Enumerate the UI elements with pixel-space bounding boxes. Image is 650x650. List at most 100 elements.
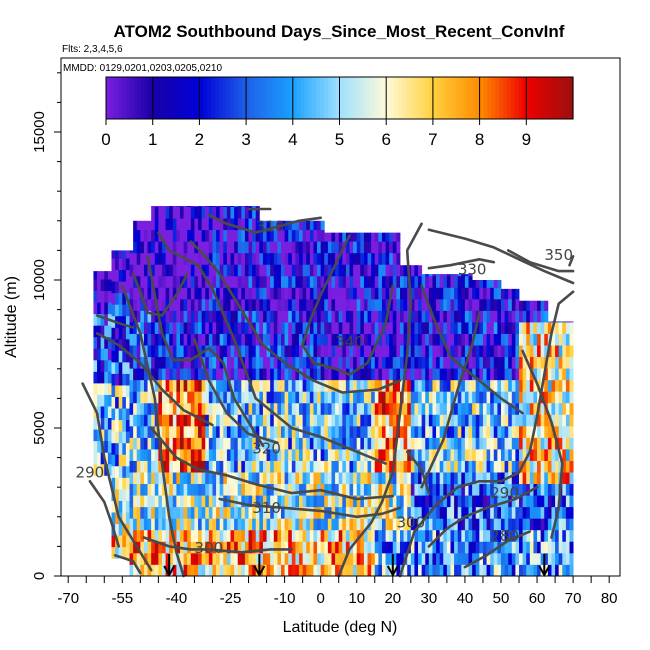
heatmap-cell: [439, 472, 444, 485]
heatmap-cell: [555, 518, 560, 531]
heatmap-cell: [335, 449, 340, 461]
heatmap-cell: [223, 518, 228, 531]
heatmap-cell: [93, 336, 98, 349]
heatmap-cell: [335, 379, 340, 392]
heatmap-cell: [309, 322, 314, 334]
heatmap-cell: [176, 218, 181, 231]
heatmap-cell: [169, 495, 174, 508]
heatmap-cell: [562, 356, 567, 369]
heatmap-cell: [472, 287, 477, 300]
heatmap-cell: [190, 206, 195, 219]
heatmap-cell: [237, 437, 242, 450]
heatmap-cell: [555, 414, 560, 427]
heatmap-cell: [551, 506, 556, 519]
heatmap-cell: [100, 452, 105, 465]
heatmap-cell: [172, 552, 177, 565]
heatmap-cell: [154, 518, 159, 531]
heatmap-cell: [360, 310, 365, 323]
heatmap-cell: [158, 518, 163, 531]
heatmap-cell: [490, 460, 495, 473]
heatmap-cell: [140, 252, 145, 265]
heatmap-cell: [277, 241, 282, 254]
heatmap-cell: [392, 402, 397, 415]
heatmap-cell: [432, 552, 437, 565]
heatmap-cell: [468, 541, 473, 554]
heatmap-cell: [140, 460, 145, 473]
heatmap-cell: [198, 229, 203, 242]
heatmap-cell: [266, 529, 271, 542]
heatmap-cell: [504, 460, 509, 473]
heatmap-cell: [457, 472, 462, 485]
heatmap-cell: [194, 402, 199, 415]
heatmap-cell: [327, 345, 332, 358]
heatmap-cell: [248, 414, 253, 427]
heatmap-cell: [299, 541, 304, 554]
heatmap-cell: [198, 529, 203, 542]
heatmap-cell: [118, 454, 123, 467]
heatmap-cell: [122, 408, 127, 421]
heatmap-cell: [439, 449, 444, 461]
heatmap-cell: [381, 298, 386, 311]
heatmap-cell: [320, 264, 325, 277]
heatmap-cell: [446, 391, 451, 404]
heatmap-cell: [479, 460, 484, 473]
heatmap-cell: [537, 310, 542, 323]
heatmap-cell: [187, 218, 192, 231]
heatmap-cell: [381, 345, 386, 358]
heatmap-cell: [331, 345, 336, 358]
colorbar-swatch: [168, 77, 173, 119]
heatmap-cell: [439, 460, 444, 473]
heatmap-cell: [367, 495, 372, 508]
heatmap-cell: [526, 379, 531, 392]
heatmap-cell: [125, 431, 130, 444]
heatmap-cell: [262, 425, 267, 438]
heatmap-cell: [500, 402, 505, 415]
heatmap-cell: [252, 264, 257, 277]
heatmap-cell: [436, 391, 441, 404]
heatmap-cell: [439, 552, 444, 565]
heatmap-cell: [511, 368, 516, 381]
heatmap-cell: [111, 408, 116, 421]
heatmap-cell: [446, 495, 451, 508]
heatmap-cell: [270, 356, 275, 369]
heatmap-cell: [400, 265, 405, 277]
heatmap-cell: [306, 333, 311, 346]
heatmap-cell: [508, 298, 513, 311]
heatmap-cell: [558, 495, 563, 508]
heatmap-cell: [270, 264, 275, 277]
heatmap-cell: [342, 298, 347, 311]
heatmap-cell: [414, 356, 419, 369]
y-tick-label: 15000: [31, 111, 48, 153]
heatmap-cell: [551, 402, 556, 415]
colorbar-swatch: [323, 77, 329, 119]
heatmap-cell: [212, 298, 217, 311]
heatmap-cell: [504, 288, 509, 300]
heatmap-cell: [320, 460, 325, 473]
heatmap-cell: [331, 529, 336, 542]
heatmap-cell: [212, 541, 217, 554]
heatmap-cell: [277, 264, 282, 277]
heatmap-cell: [439, 414, 444, 427]
heatmap-cell: [363, 333, 368, 346]
heatmap-cell: [194, 518, 199, 531]
heatmap-cell: [237, 206, 242, 207]
heatmap-cell: [439, 506, 444, 519]
heatmap-cell: [457, 322, 462, 334]
heatmap-cell: [295, 552, 300, 565]
heatmap-cell: [443, 449, 448, 461]
heatmap-cell: [472, 356, 477, 369]
heatmap-cell: [446, 275, 451, 288]
heatmap-cell: [464, 391, 469, 404]
heatmap-cell: [219, 529, 224, 542]
x-axis-label: Latitude (deg N): [283, 619, 398, 636]
heatmap-cell: [277, 552, 282, 565]
heatmap-cell: [493, 449, 498, 461]
contour-line: [95, 314, 135, 329]
heatmap-cell: [511, 288, 516, 300]
heatmap-cell: [432, 472, 437, 485]
heatmap-cell: [107, 302, 112, 315]
heatmap-cell: [331, 414, 336, 427]
heatmap-cell: [118, 281, 123, 294]
heatmap-cell: [252, 252, 257, 265]
heatmap-cell: [118, 327, 123, 340]
